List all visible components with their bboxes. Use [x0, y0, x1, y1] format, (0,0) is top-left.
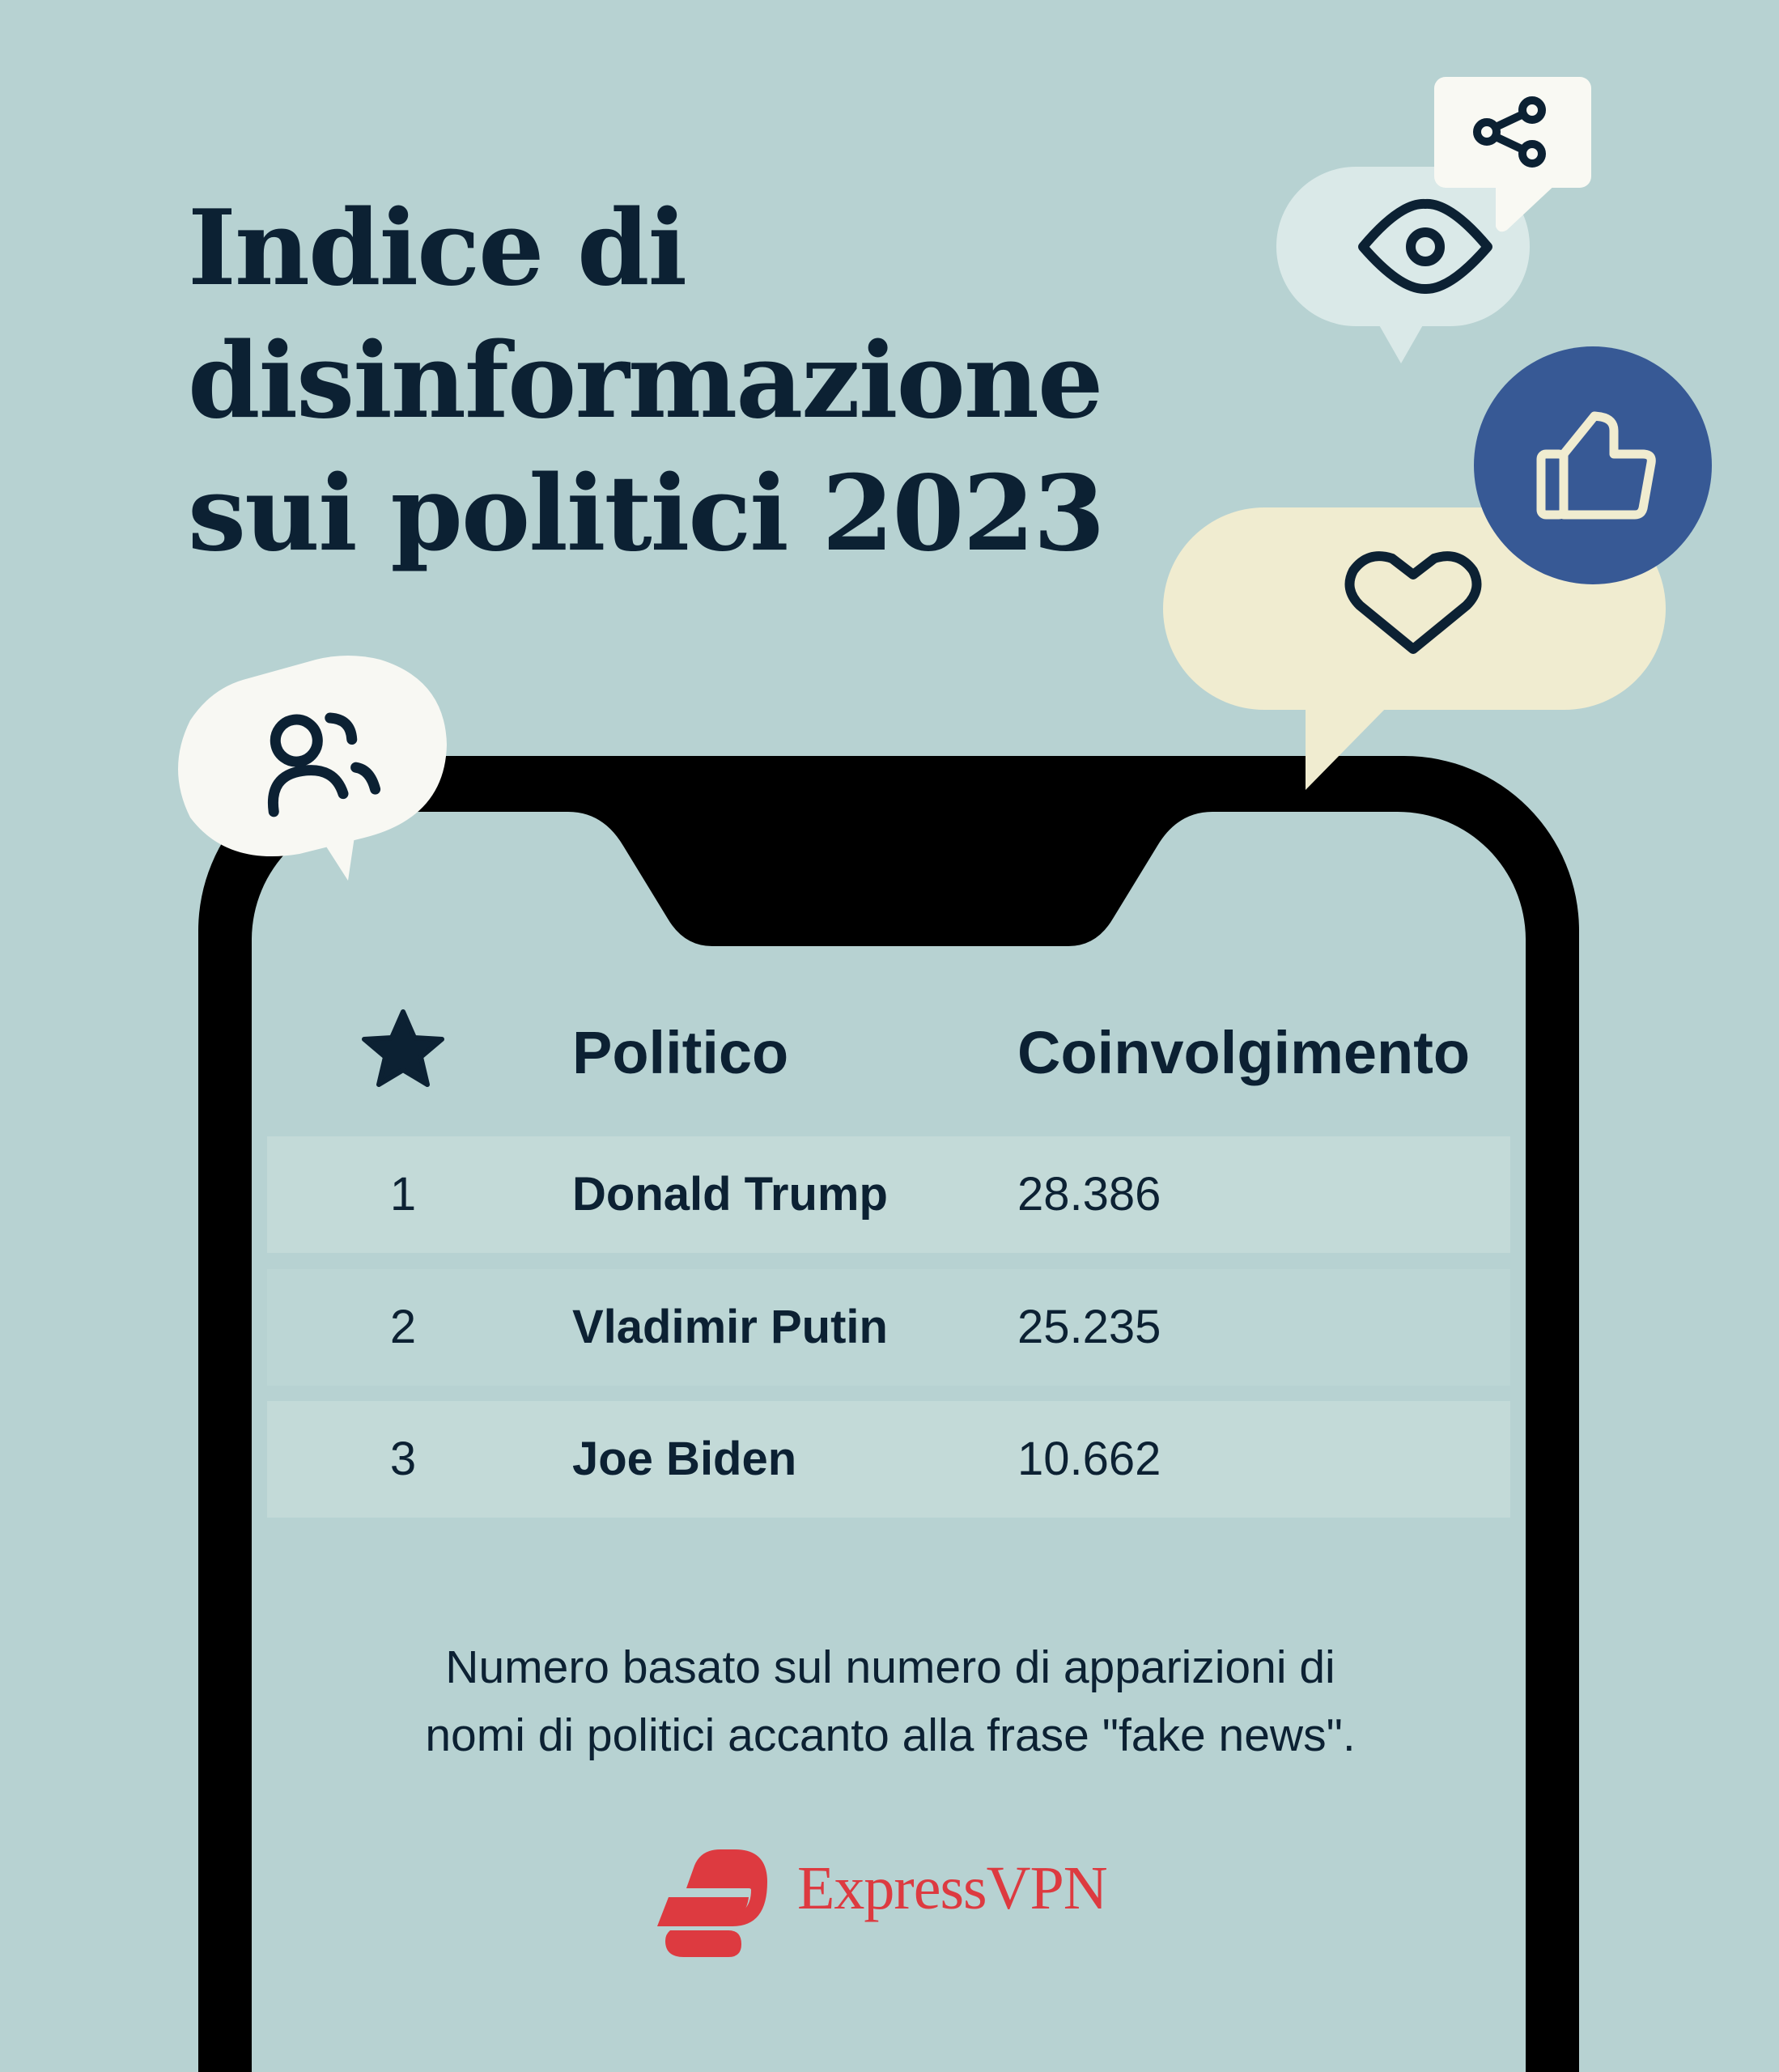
table-row: 2 Vladimir Putin 25.235 — [267, 1269, 1510, 1386]
title-line: sui politici 2023 — [188, 453, 1106, 575]
politician-name: Donald Trump — [572, 1168, 888, 1221]
table-row: 3 Joe Biden 10.662 — [267, 1401, 1510, 1518]
row-bg-3 — [267, 1401, 1510, 1518]
header-politician: Politico — [572, 1019, 789, 1086]
star-icon — [362, 1009, 444, 1087]
footnote-line: nomi di politici accanto alla frase "fak… — [425, 1709, 1356, 1761]
brand-name: ExpressVPN — [797, 1854, 1108, 1922]
rank: 3 — [389, 1433, 417, 1485]
rank: 1 — [389, 1168, 417, 1221]
page-title: Indice di disinformazione sui politici 2… — [188, 182, 1106, 580]
users-bubble — [178, 656, 447, 881]
title-line: disinformazione — [188, 321, 1103, 442]
row-bg-1 — [267, 1136, 1510, 1253]
engagement-value: 25.235 — [1017, 1301, 1161, 1353]
engagement-value: 28.386 — [1017, 1168, 1161, 1221]
politician-name: Vladimir Putin — [572, 1301, 888, 1353]
title-line: Indice di — [188, 188, 687, 309]
rank: 2 — [389, 1301, 417, 1353]
header-engagement: Coinvolgimento — [1017, 1019, 1471, 1086]
expressvpn-logo — [657, 1849, 767, 1957]
share-bubble — [1434, 77, 1591, 232]
share-icon — [1473, 96, 1546, 168]
politician-name: Joe Biden — [572, 1433, 797, 1485]
footnote: Numero basato sul numero di apparizioni … — [243, 1633, 1538, 1769]
eye-bubble — [1276, 167, 1530, 363]
eye-icon — [1358, 198, 1492, 294]
engagement-value: 10.662 — [1017, 1433, 1161, 1485]
row-bg-2 — [267, 1269, 1510, 1386]
users-icon — [267, 712, 381, 817]
like-bubble — [1474, 346, 1712, 584]
table-row: 1 Donald Trump 28.386 — [267, 1136, 1510, 1253]
footnote-line: Numero basato sul numero di apparizioni … — [445, 1641, 1335, 1693]
heart-icon — [1344, 551, 1482, 654]
thumbs-up-icon — [1536, 411, 1656, 520]
